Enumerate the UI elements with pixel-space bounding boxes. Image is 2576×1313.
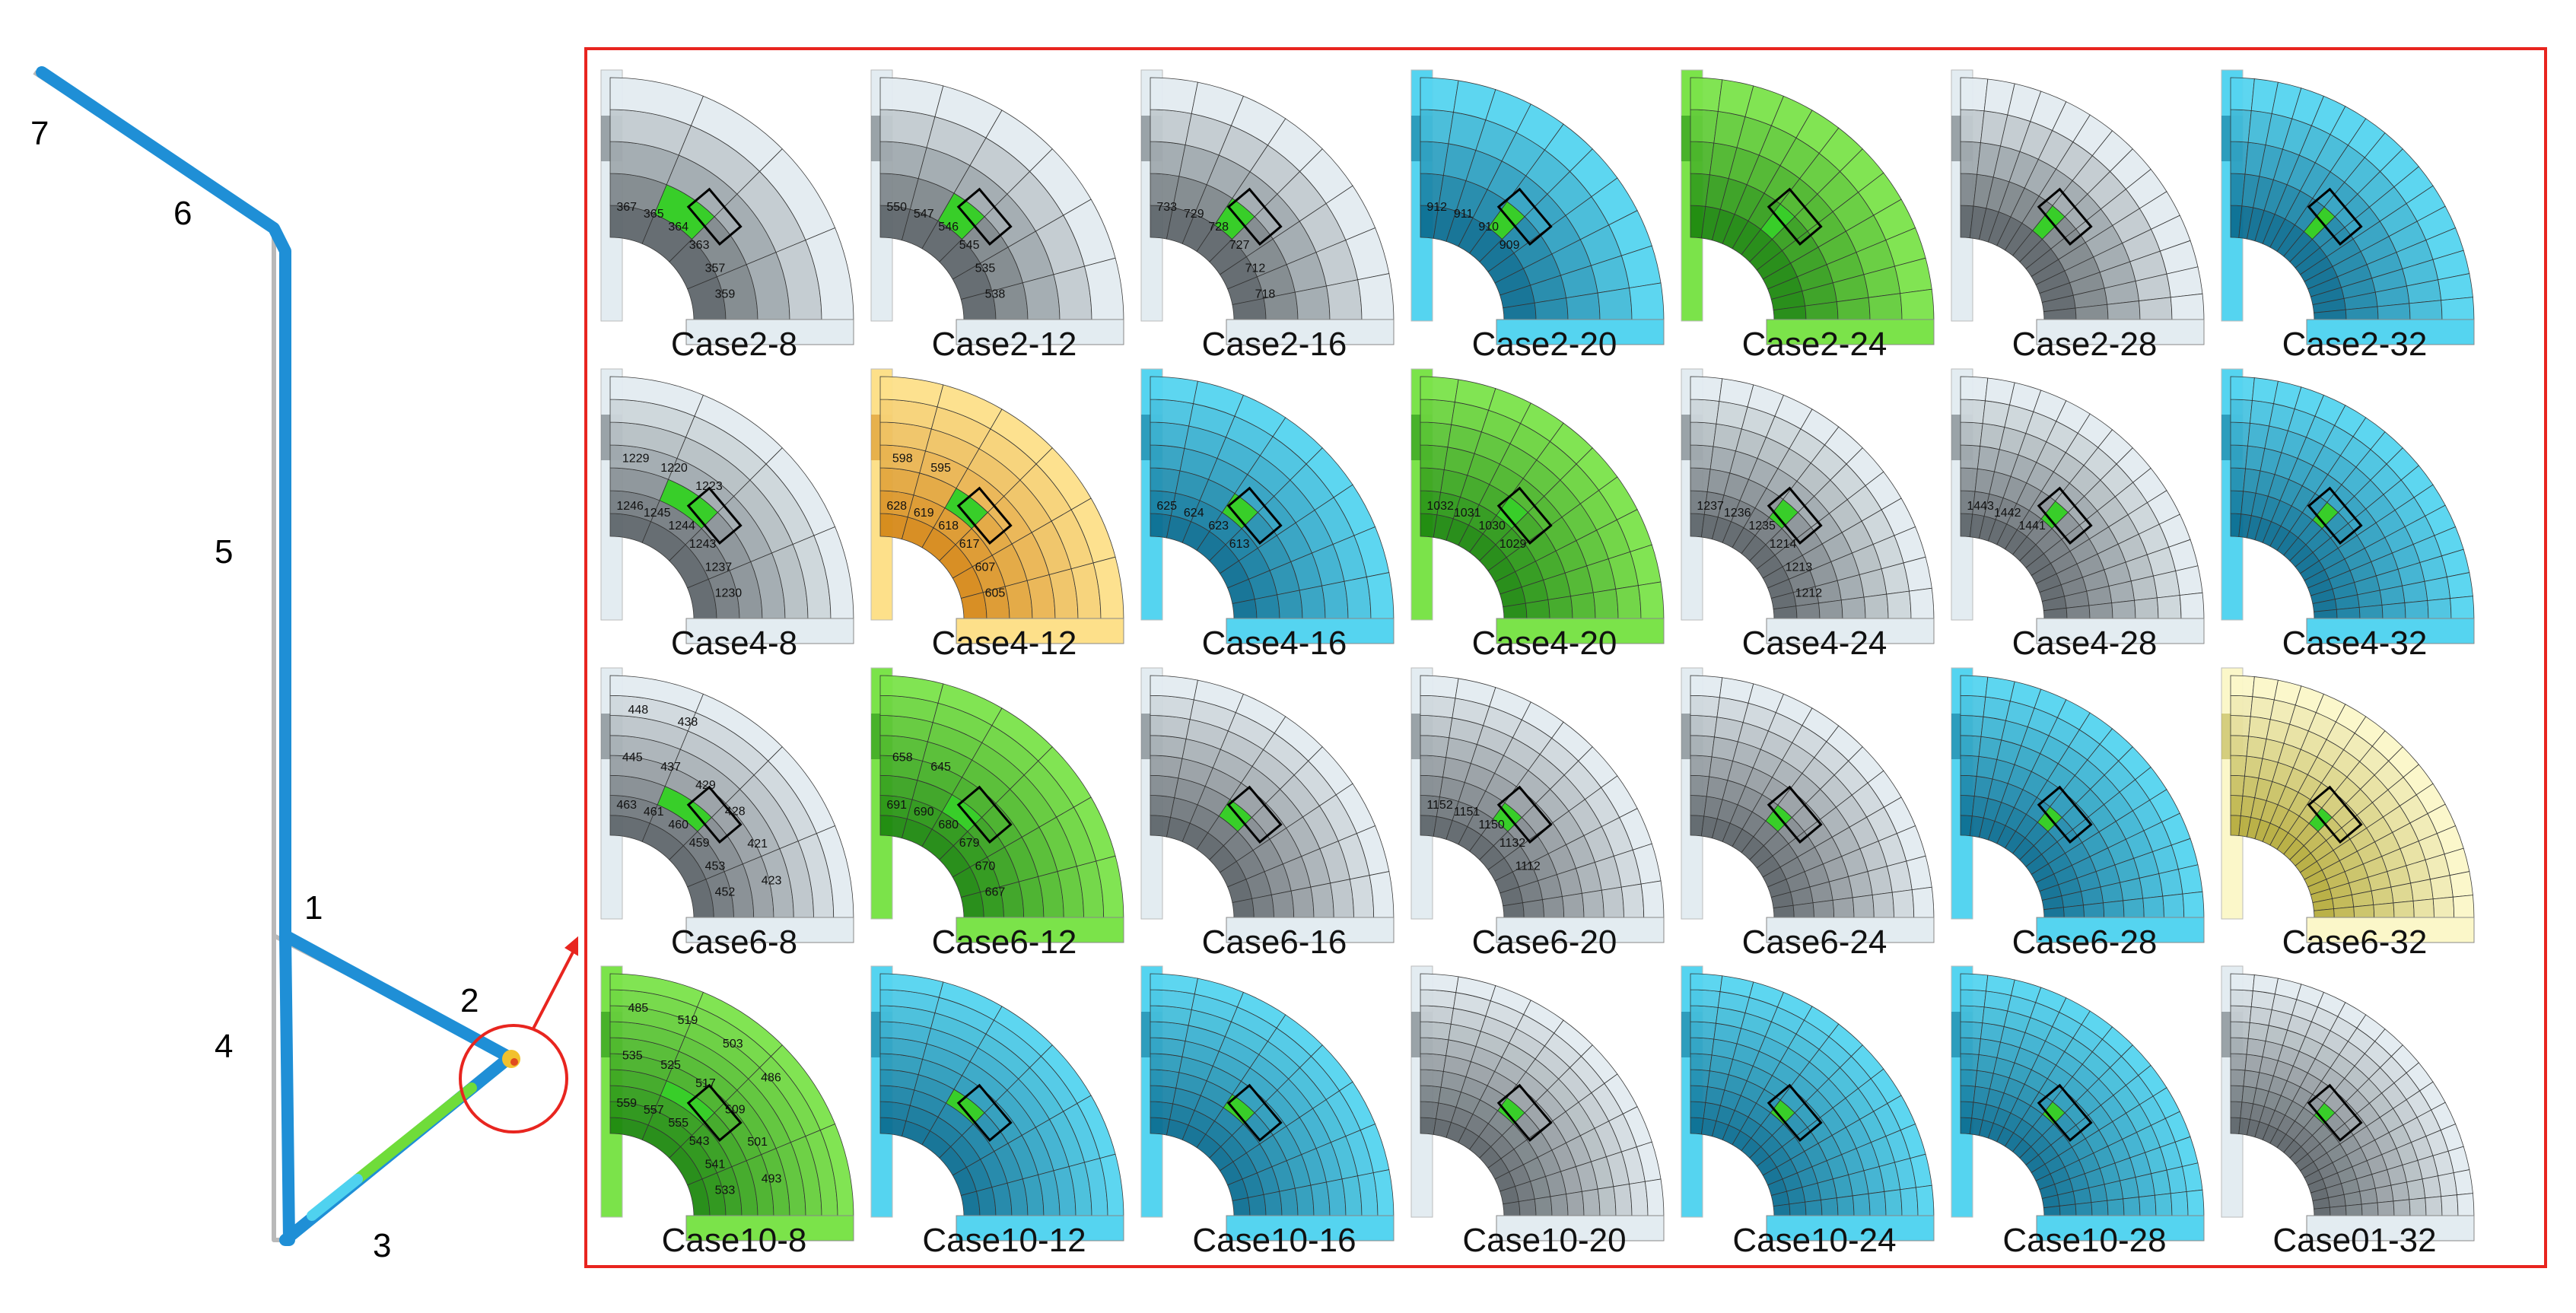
pipe-leg3-highlight	[352, 1083, 477, 1184]
pipe-route	[36, 66, 516, 1246]
pipe-leg3-cyan	[307, 1174, 363, 1221]
pipe-label-1: 1	[304, 889, 323, 927]
pipe-label-4: 4	[215, 1028, 233, 1065]
pipe-label-7: 7	[30, 115, 49, 152]
pipe-layout-diagram: 7 6 5 1 2 4 3	[30, 66, 578, 1264]
pipe-outline-shadow	[33, 70, 512, 1242]
pipe-label-6: 6	[173, 195, 192, 232]
elbow-hotspot	[502, 1050, 520, 1068]
elbow-hotspot-core	[510, 1058, 518, 1066]
pipe-label-5: 5	[215, 533, 233, 571]
pipe-label-2: 2	[460, 982, 479, 1019]
zoom-circle	[459, 1024, 568, 1133]
case-grid-frame	[584, 47, 2547, 1268]
zoom-arrow-head	[564, 936, 578, 956]
zoom-arrow-line	[531, 949, 576, 1031]
pipe-label-3: 3	[373, 1227, 391, 1264]
